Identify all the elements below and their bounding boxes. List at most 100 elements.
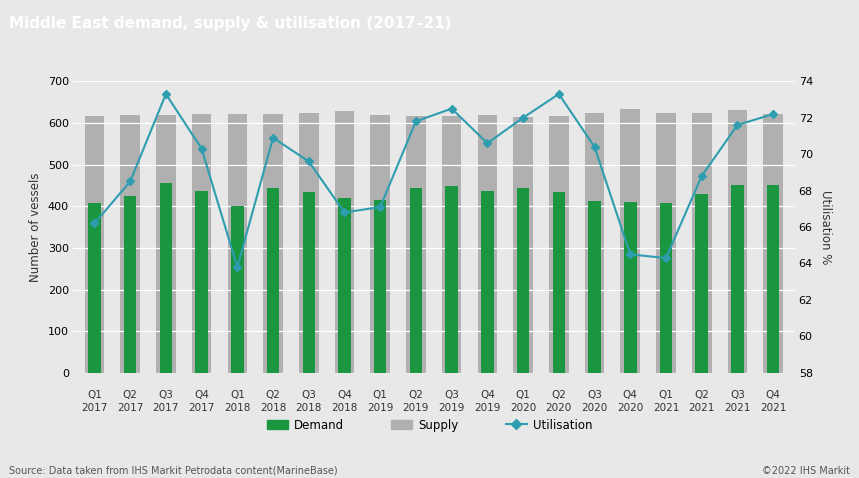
Text: Q3: Q3 (730, 390, 745, 400)
Utilisation (411, 119, 421, 124)
Bar (156, 115, 176, 373)
Bar (88, 203, 101, 373)
Bar (124, 196, 137, 373)
Line: Utilisation: Utilisation (92, 91, 776, 270)
Text: 2019: 2019 (474, 403, 501, 413)
Text: 2019: 2019 (403, 403, 430, 413)
Text: Q2: Q2 (551, 390, 566, 400)
Bar (767, 185, 779, 373)
Text: Q4: Q4 (623, 390, 637, 400)
Text: Q3: Q3 (302, 390, 316, 400)
Text: 2019: 2019 (367, 403, 393, 413)
Bar (410, 188, 422, 373)
Bar (696, 194, 708, 373)
Text: 2018: 2018 (332, 403, 357, 413)
Bar (263, 114, 283, 373)
Y-axis label: Number of vessels: Number of vessels (29, 172, 42, 282)
Utilisation (554, 91, 564, 97)
Y-axis label: Utilisation %: Utilisation % (819, 190, 832, 264)
Bar (302, 192, 315, 373)
Text: ©2022 IHS Markit: ©2022 IHS Markit (763, 466, 850, 476)
Bar (481, 191, 494, 373)
Bar (267, 188, 279, 373)
Bar (552, 192, 565, 373)
Utilisation (625, 251, 636, 257)
Text: 2017: 2017 (117, 403, 143, 413)
Text: Q2: Q2 (123, 390, 137, 400)
Text: Q2: Q2 (409, 390, 423, 400)
Text: Q2: Q2 (694, 390, 710, 400)
Bar (192, 114, 211, 373)
Text: 2020: 2020 (510, 403, 536, 413)
Bar (691, 112, 711, 373)
Utilisation (375, 204, 386, 210)
Text: 2021: 2021 (760, 403, 786, 413)
Bar (85, 116, 104, 373)
Bar (406, 116, 426, 373)
Utilisation (768, 111, 778, 117)
Bar (446, 186, 458, 373)
Bar (231, 206, 244, 373)
Utilisation (518, 115, 528, 120)
Bar (120, 115, 140, 373)
Text: 2021: 2021 (653, 403, 679, 413)
Bar (656, 112, 676, 373)
Utilisation (732, 122, 742, 128)
Bar (478, 115, 497, 373)
Text: Q3: Q3 (587, 390, 602, 400)
Text: Q4: Q4 (480, 390, 495, 400)
Text: Q1: Q1 (230, 390, 245, 400)
Bar (620, 109, 640, 373)
Text: Middle East demand, supply & utilisation (2017–21): Middle East demand, supply & utilisation… (9, 16, 451, 32)
Bar (728, 109, 747, 373)
Text: 2017: 2017 (153, 403, 179, 413)
Bar (299, 112, 319, 373)
Bar (160, 184, 172, 373)
Bar (370, 115, 390, 373)
Legend: Demand, Supply, Utilisation: Demand, Supply, Utilisation (262, 414, 597, 436)
Utilisation (197, 146, 207, 152)
Text: Q1: Q1 (373, 390, 387, 400)
Text: Q1: Q1 (515, 390, 531, 400)
Utilisation (589, 144, 600, 150)
Utilisation (125, 179, 136, 185)
Utilisation (661, 255, 671, 261)
Text: Q4: Q4 (337, 390, 352, 400)
Text: 2018: 2018 (260, 403, 286, 413)
Text: 2020: 2020 (617, 403, 643, 413)
Bar (764, 114, 783, 373)
Utilisation (339, 210, 350, 216)
Bar (374, 200, 387, 373)
Bar (660, 203, 673, 373)
Text: 2017: 2017 (82, 403, 107, 413)
Text: 2021: 2021 (724, 403, 751, 413)
Text: Q3: Q3 (158, 390, 174, 400)
Bar (624, 202, 637, 373)
Bar (514, 117, 533, 373)
Utilisation (303, 159, 314, 164)
Utilisation (697, 173, 707, 179)
Text: Source: Data taken from IHS Markit Petrodata content(MarineBase): Source: Data taken from IHS Markit Petro… (9, 466, 338, 476)
Bar (195, 191, 208, 373)
Text: 2019: 2019 (438, 403, 465, 413)
Text: 2018: 2018 (224, 403, 251, 413)
Utilisation (482, 141, 492, 146)
Utilisation (89, 220, 100, 226)
Bar (588, 201, 600, 373)
Bar (731, 185, 744, 373)
Utilisation (268, 135, 278, 141)
Utilisation (161, 91, 171, 97)
Bar (442, 116, 461, 373)
Text: Q3: Q3 (444, 390, 459, 400)
Text: 2020: 2020 (545, 403, 572, 413)
Utilisation (447, 106, 457, 111)
Bar (338, 198, 350, 373)
Text: 2017: 2017 (188, 403, 215, 413)
Utilisation (232, 264, 242, 270)
Text: Q1: Q1 (87, 390, 102, 400)
Text: Q1: Q1 (659, 390, 673, 400)
Bar (549, 116, 569, 373)
Text: 2018: 2018 (295, 403, 322, 413)
Text: Q4: Q4 (765, 390, 781, 400)
Text: 2020: 2020 (582, 403, 607, 413)
